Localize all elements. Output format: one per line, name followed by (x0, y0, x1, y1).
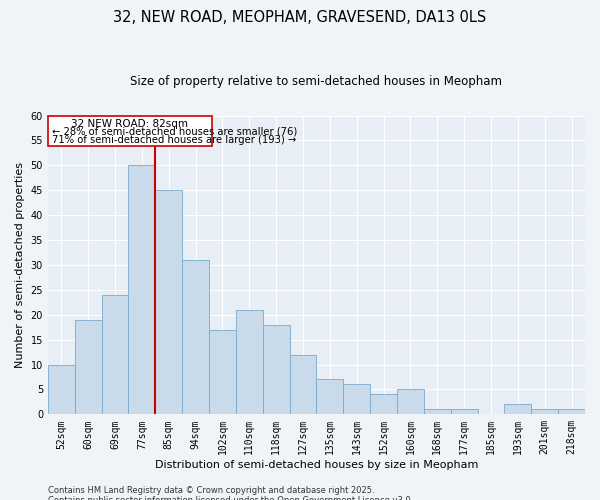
Bar (316, 380, 343, 414)
FancyBboxPatch shape (48, 116, 212, 146)
Text: 32, NEW ROAD, MEOPHAM, GRAVESEND, DA13 0LS: 32, NEW ROAD, MEOPHAM, GRAVESEND, DA13 0… (113, 10, 487, 25)
Bar (75, 320, 101, 414)
Bar (155, 190, 182, 414)
Bar (505, 404, 531, 414)
Bar (236, 310, 263, 414)
Y-axis label: Number of semi-detached properties: Number of semi-detached properties (15, 162, 25, 368)
Bar (397, 390, 424, 414)
Bar (424, 410, 451, 414)
Bar (101, 295, 128, 414)
Text: ← 28% of semi-detached houses are smaller (76): ← 28% of semi-detached houses are smalle… (52, 126, 297, 136)
X-axis label: Distribution of semi-detached houses by size in Meopham: Distribution of semi-detached houses by … (155, 460, 478, 470)
Bar (531, 410, 558, 414)
Bar (48, 364, 75, 414)
Text: Contains HM Land Registry data © Crown copyright and database right 2025.: Contains HM Land Registry data © Crown c… (48, 486, 374, 495)
Bar (343, 384, 370, 414)
Bar (370, 394, 397, 414)
Text: Contains public sector information licensed under the Open Government Licence v3: Contains public sector information licen… (48, 496, 413, 500)
Text: 32 NEW ROAD: 82sqm: 32 NEW ROAD: 82sqm (71, 118, 188, 128)
Bar (290, 354, 316, 414)
Title: Size of property relative to semi-detached houses in Meopham: Size of property relative to semi-detach… (130, 75, 502, 88)
Text: 71% of semi-detached houses are larger (193) →: 71% of semi-detached houses are larger (… (52, 135, 296, 145)
Bar (209, 330, 236, 414)
Bar (451, 410, 478, 414)
Bar (263, 324, 290, 414)
Bar (182, 260, 209, 414)
Bar (128, 166, 155, 414)
Bar (558, 410, 585, 414)
